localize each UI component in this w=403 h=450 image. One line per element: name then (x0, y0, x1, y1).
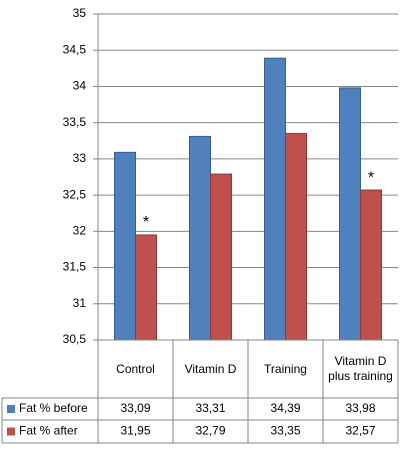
x-tick-label-box: Vitamin D plus training (328, 354, 393, 383)
bar (135, 234, 157, 341)
annotation: * (143, 214, 149, 231)
table-value: 32,57 (345, 424, 375, 438)
table-value: 31,95 (120, 424, 150, 438)
y-tick-label: 34,5 (63, 42, 87, 56)
y-tick-label: 32,5 (63, 187, 87, 201)
table-value: 33,35 (270, 424, 300, 438)
legend-key (7, 427, 15, 436)
legend-label: Fat % after (19, 424, 78, 438)
y-tick-label: 33 (73, 151, 87, 165)
bar (189, 135, 211, 341)
x-tick-label: Vitamin D (184, 361, 237, 376)
y-tick-label: 31 (73, 296, 87, 310)
y-tick-label: 31,5 (63, 260, 87, 274)
bar (285, 133, 307, 341)
bar (339, 87, 361, 341)
table-value: 32,79 (195, 424, 225, 438)
bar (264, 57, 286, 341)
x-tick-label: Vitamin D plus training (328, 354, 393, 383)
x-tick-label-box: Training (264, 361, 307, 376)
x-tick-label: Training (264, 361, 307, 376)
x-tick-label-box: Vitamin D (184, 361, 237, 376)
bar (114, 151, 136, 341)
y-tick-label: 32 (73, 224, 87, 238)
bar (360, 189, 382, 341)
y-tick-label: 33,5 (63, 115, 87, 129)
y-tick-label: 34 (73, 79, 87, 93)
annotation: * (368, 169, 374, 186)
y-tick-label: 35 (73, 6, 87, 20)
table-value: 33,09 (120, 401, 150, 415)
table-value: 34,39 (270, 401, 300, 415)
x-tick-label: Control (116, 361, 155, 376)
table-value: 33,98 (345, 401, 375, 415)
x-tick-label-box: Control (116, 361, 155, 376)
legend-key (7, 405, 15, 413)
y-tick-label: 30,5 (63, 332, 87, 346)
legend-label: Fat % before (19, 401, 88, 415)
table-value: 33,31 (195, 401, 225, 415)
bar (210, 173, 232, 341)
